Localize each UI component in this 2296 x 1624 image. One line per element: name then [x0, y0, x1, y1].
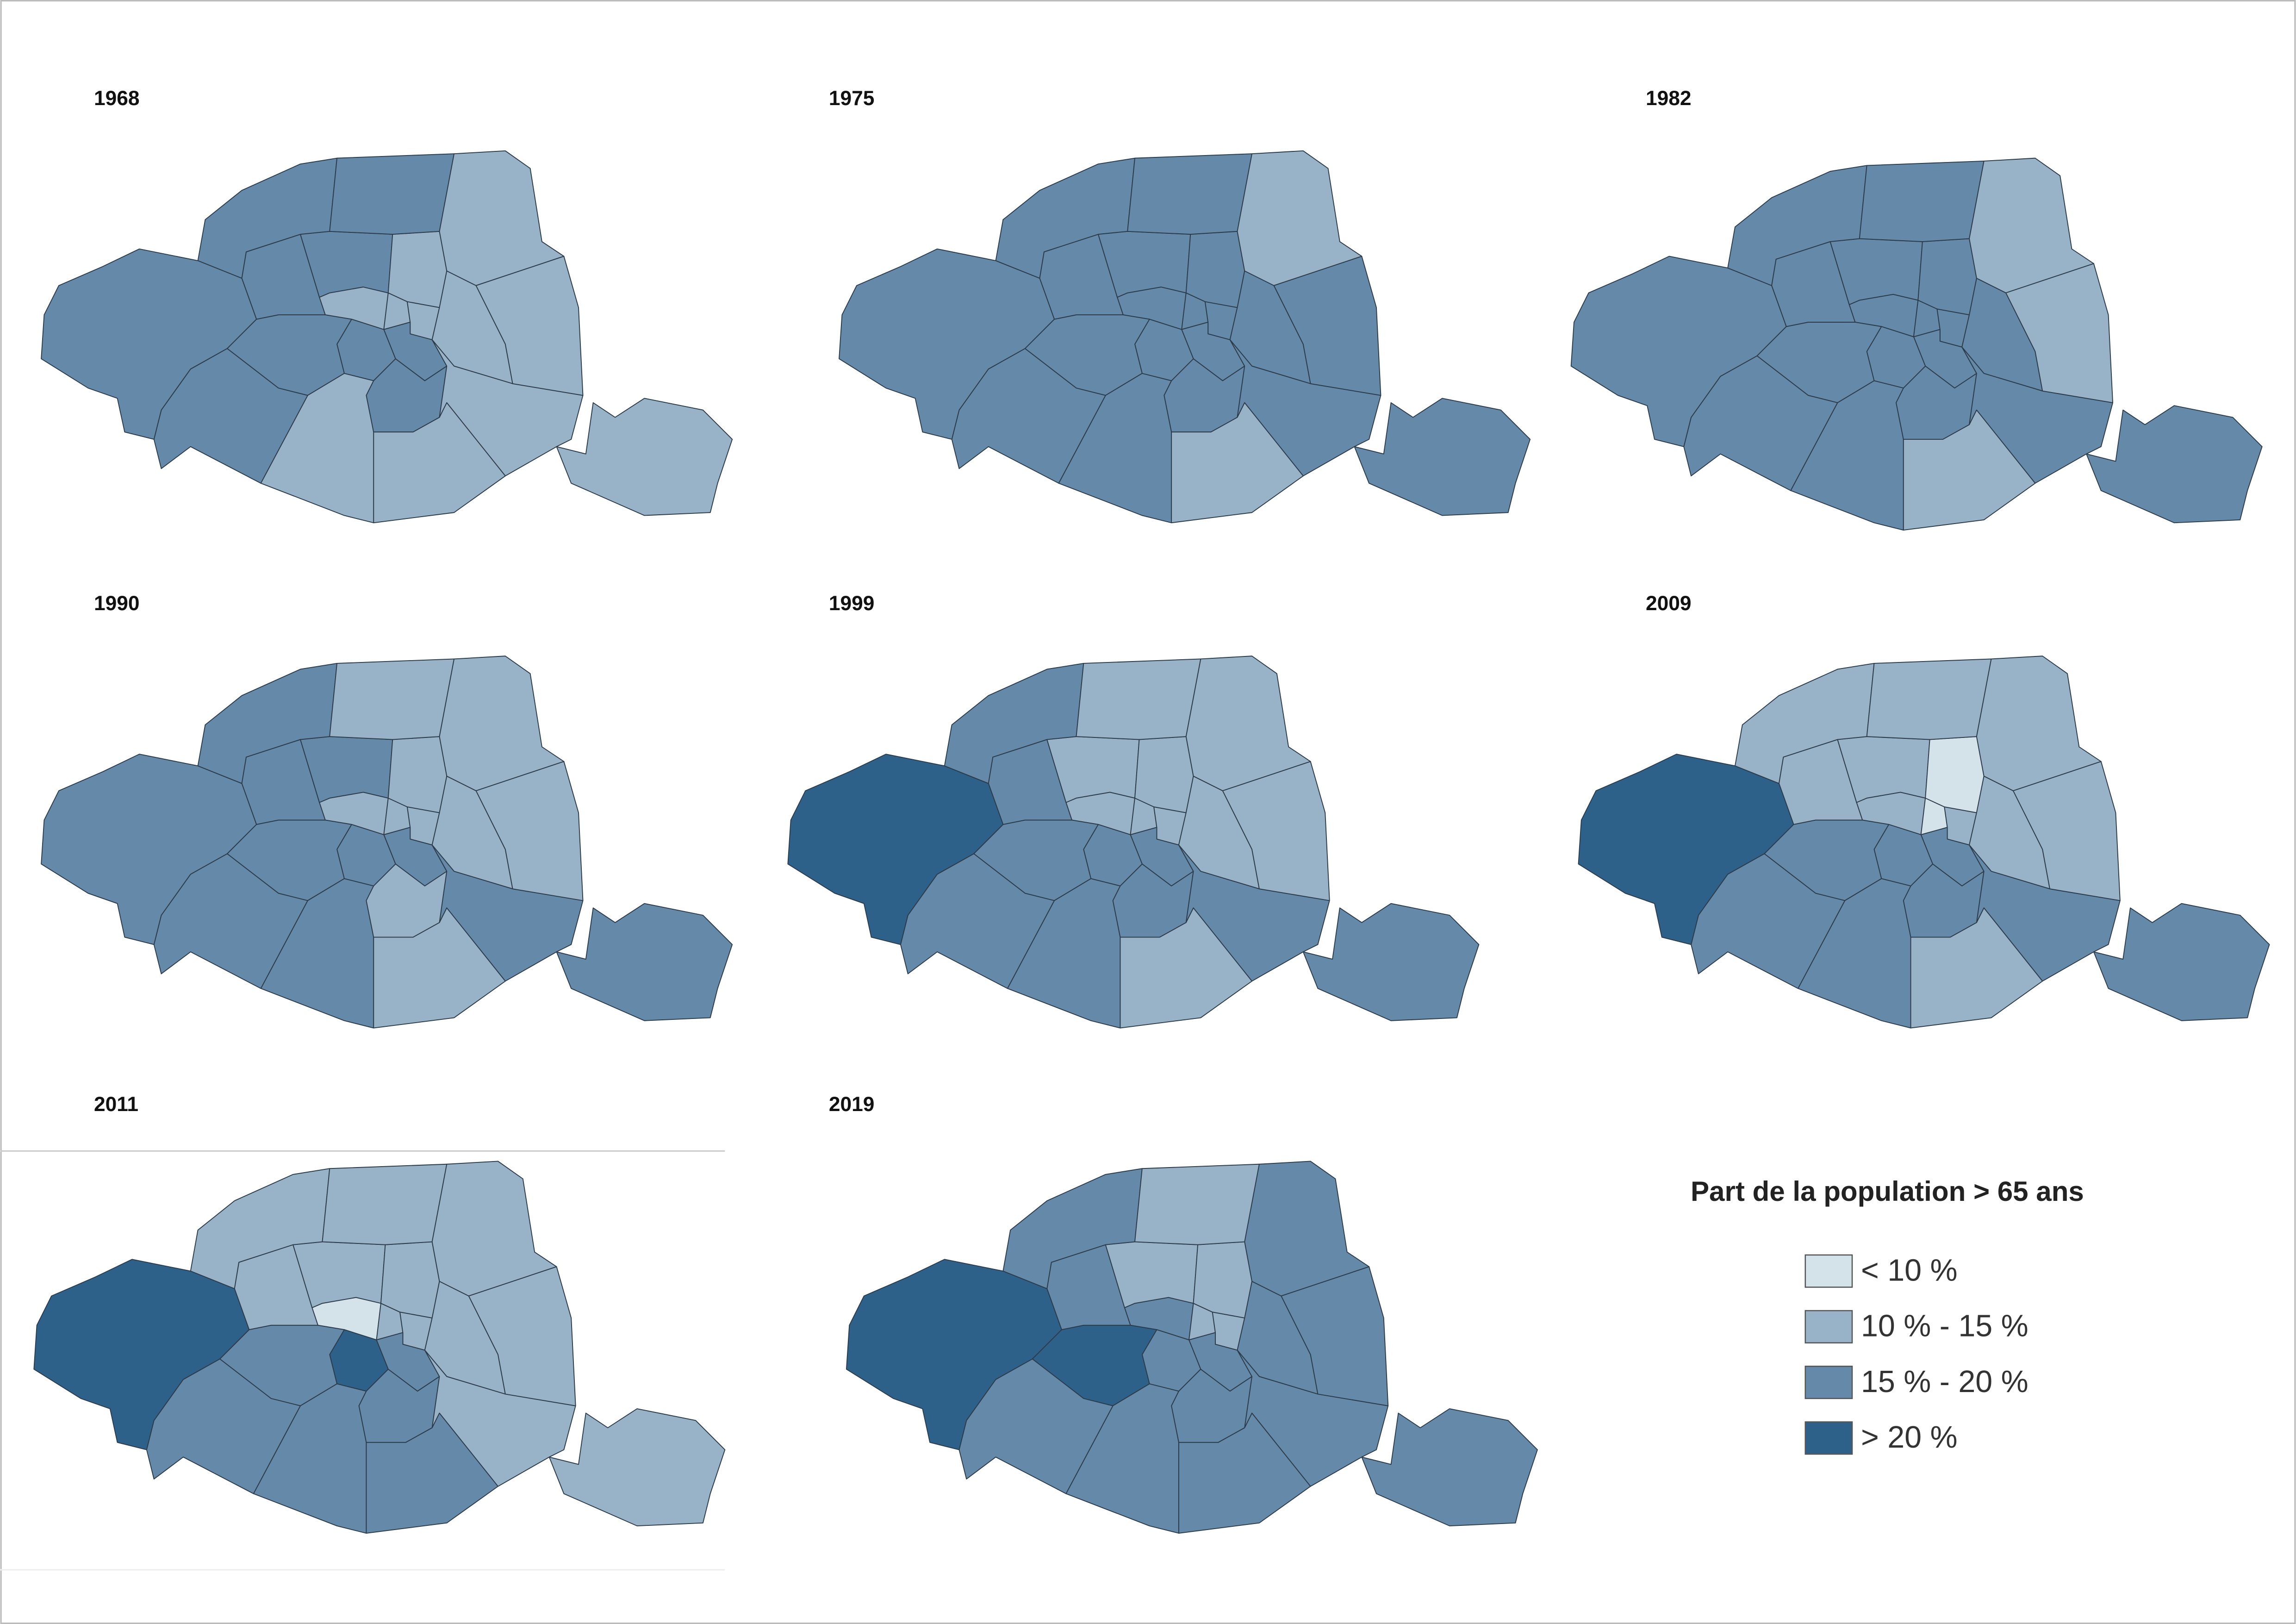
arrondissement	[366, 1412, 498, 1534]
map-panel	[41, 150, 733, 524]
arrondissement	[1917, 238, 1977, 316]
arrondissement	[373, 907, 506, 1029]
legend-title: Part de la population > 65 ans	[1691, 1176, 2084, 1207]
arrondissement	[839, 248, 1055, 440]
legend-swatch	[1804, 1254, 1853, 1288]
arrondissement	[846, 1259, 1062, 1450]
arrondissement	[387, 231, 448, 308]
arrondissement	[253, 1383, 367, 1534]
arrondissement	[1193, 1241, 1253, 1318]
arrondissement	[1007, 878, 1121, 1029]
arrondissement	[1134, 1163, 1260, 1245]
arrondissement	[373, 402, 506, 524]
arrondissement	[1570, 256, 1787, 447]
legend-swatch	[1804, 1366, 1853, 1399]
map-panel	[1578, 656, 2270, 1029]
arrondissement	[260, 373, 374, 524]
arrondissement	[329, 658, 455, 740]
map-panel	[41, 656, 733, 1029]
arrondissement	[41, 248, 257, 440]
arrondissement	[548, 1408, 726, 1527]
map-panel	[1570, 157, 2263, 531]
map-panel	[839, 150, 1531, 524]
legend-label: < 10 %	[1861, 1253, 1958, 1287]
arrondissement	[1127, 153, 1253, 235]
arrondissement	[2086, 405, 2263, 524]
arrondissement	[1866, 658, 1992, 740]
legend-label: 10 % - 15 %	[1861, 1309, 2028, 1343]
arrondissement	[1171, 402, 1304, 524]
arrondissement	[1065, 1383, 1179, 1534]
arrondissement	[1076, 658, 1201, 740]
legend-swatch	[1804, 1310, 1853, 1343]
panel-title: 1968	[94, 87, 139, 110]
panel-title: 2011	[94, 1093, 138, 1116]
arrondissement	[2013, 761, 2121, 901]
arrondissement	[1281, 1266, 1389, 1406]
arrondissement	[1790, 380, 1904, 531]
panel-title: 2019	[829, 1093, 874, 1116]
arrondissement	[475, 761, 584, 901]
arrondissement	[556, 903, 733, 1021]
arrondissement	[1903, 409, 2036, 531]
arrondissement	[1273, 256, 1381, 396]
legend-label: 15 % - 20 %	[1861, 1365, 2028, 1399]
map-panel	[787, 656, 1480, 1029]
arrondissement	[2093, 903, 2270, 1021]
arrondissement	[1798, 878, 1911, 1029]
arrondissement	[1058, 373, 1172, 524]
arrondissement	[329, 153, 455, 235]
arrondissement	[322, 1163, 448, 1245]
arrondissement	[1859, 161, 1985, 242]
map-panel	[33, 1161, 726, 1534]
legend-swatch	[1804, 1421, 1853, 1455]
arrondissement	[1910, 907, 2043, 1029]
arrondissement	[380, 1241, 440, 1318]
panel-title: 2009	[1646, 592, 1691, 615]
arrondissement	[33, 1259, 250, 1450]
arrondissement	[1134, 736, 1194, 813]
arrondissement	[41, 754, 257, 945]
arrondissement	[1354, 398, 1531, 516]
arrondissement	[1120, 907, 1253, 1029]
panel-title: 1990	[94, 592, 139, 615]
arrondissement	[1302, 903, 1480, 1021]
arrondissement	[387, 736, 448, 813]
arrondissement	[1361, 1408, 1538, 1527]
panel-title: 1982	[1646, 87, 1691, 110]
arrondissement	[787, 754, 1004, 945]
arrondissement	[260, 878, 374, 1029]
legend-label: > 20 %	[1861, 1420, 1958, 1455]
map-panel	[846, 1161, 1538, 1534]
panel-title: 1999	[829, 592, 874, 615]
arrondissement	[1178, 1412, 1311, 1534]
arrondissement	[1222, 761, 1330, 901]
arrondissement	[556, 398, 733, 516]
arrondissement	[1578, 754, 1794, 945]
panel-title: 1975	[829, 87, 874, 110]
arrondissement	[475, 256, 584, 396]
arrondissement	[468, 1266, 576, 1406]
arrondissement	[1185, 231, 1245, 308]
arrondissement	[2005, 263, 2114, 403]
arrondissement	[1925, 736, 1985, 813]
